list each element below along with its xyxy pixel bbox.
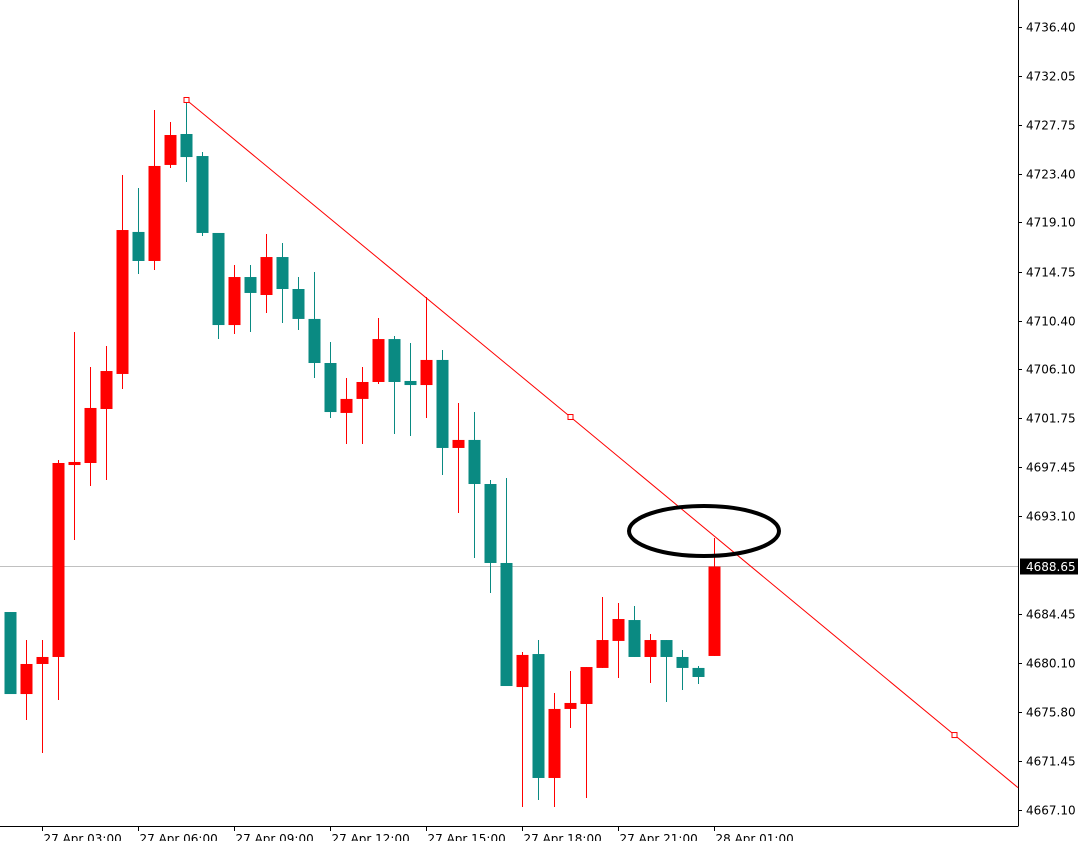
candle-body — [516, 654, 529, 688]
y-tick-label: 4736.40 — [1026, 21, 1076, 35]
candle-body — [68, 461, 81, 466]
y-tick-label: 4714.75 — [1026, 266, 1076, 280]
candle-body — [116, 230, 129, 374]
y-tick-label: 4671.45 — [1026, 755, 1076, 769]
y-tick-label: 4680.10 — [1026, 657, 1076, 671]
trendline-anchor — [183, 96, 190, 103]
candle-body — [388, 339, 401, 382]
candle-body — [612, 619, 625, 641]
candle-body — [276, 257, 289, 290]
current-price-box — [1020, 558, 1078, 575]
candle-body — [500, 562, 513, 687]
candle-body — [420, 359, 433, 386]
candle-body — [292, 289, 305, 319]
candle-body — [660, 640, 673, 657]
candle-body — [52, 462, 65, 657]
candle-body — [596, 640, 609, 668]
candle-body — [164, 135, 177, 165]
candle-body — [692, 667, 705, 677]
x-tick-label: 27 Apr 09:00 — [236, 832, 314, 841]
candle-body — [484, 484, 497, 563]
candle-body — [132, 231, 145, 261]
candle-body — [180, 133, 193, 158]
y-tick-label: 4684.45 — [1026, 608, 1076, 622]
y-tick-label: 4727.75 — [1026, 119, 1076, 133]
y-tick-label: 4701.75 — [1026, 412, 1076, 426]
x-tick-label: 28 Apr 01:00 — [716, 832, 794, 841]
x-tick-label: 27 Apr 03:00 — [44, 832, 122, 841]
candle-body — [84, 407, 97, 463]
candle-body — [548, 708, 561, 778]
candle-body — [340, 398, 353, 413]
candle-body — [452, 439, 465, 448]
y-tick-label: 4693.10 — [1026, 510, 1076, 524]
candle-body — [356, 381, 369, 399]
candle-body — [708, 566, 721, 656]
y-tick-label: 4719.10 — [1026, 216, 1076, 230]
candle-body — [532, 654, 545, 778]
x-tick-label: 27 Apr 18:00 — [524, 832, 602, 841]
current-price-label: 4688.65 — [1026, 560, 1076, 574]
x-tick-label: 27 Apr 06:00 — [140, 832, 218, 841]
candle-body — [260, 257, 273, 295]
y-tick-label: 4667.10 — [1026, 804, 1076, 818]
candle-body — [20, 663, 33, 695]
candle-body — [4, 612, 17, 695]
y-tick-label: 4710.40 — [1026, 315, 1076, 329]
trendline-anchor — [567, 414, 574, 421]
candle-body — [580, 667, 593, 704]
plot: 4736.40 4732.05 4727.75 4723.40 4719.10 4714.… — [0, 21, 1076, 841]
candle-body — [228, 277, 241, 326]
candle-body — [244, 277, 257, 293]
x-tick-label: 27 Apr 12:00 — [332, 832, 410, 841]
candle-body — [196, 156, 209, 233]
y-tick-label: 4697.45 — [1026, 461, 1076, 475]
candle-body — [676, 656, 689, 668]
x-tick-label: 27 Apr 21:00 — [620, 832, 698, 841]
y-tick-label: 4706.10 — [1026, 363, 1076, 377]
trendline-anchor — [951, 732, 958, 739]
candle-body — [308, 318, 321, 364]
candle-body — [404, 380, 417, 386]
candle-body — [100, 371, 113, 409]
y-tick-label: 4675.80 — [1026, 706, 1076, 720]
candle-body — [628, 620, 641, 657]
trendline-extension — [954, 734, 1019, 789]
candle-body — [148, 165, 161, 261]
candle-body — [324, 363, 337, 413]
candle-body — [372, 339, 385, 382]
y-tick-label: 4732.05 — [1026, 70, 1076, 84]
y-tick-label: 4723.40 — [1026, 168, 1076, 182]
candle-body — [468, 439, 481, 485]
candle-body — [436, 359, 449, 448]
candle-body — [564, 702, 577, 709]
candle-body — [212, 232, 225, 326]
highlight-ellipse — [627, 504, 781, 558]
candle-body — [36, 656, 49, 664]
x-tick-label: 27 Apr 15:00 — [428, 832, 506, 841]
candle-body — [644, 640, 657, 657]
